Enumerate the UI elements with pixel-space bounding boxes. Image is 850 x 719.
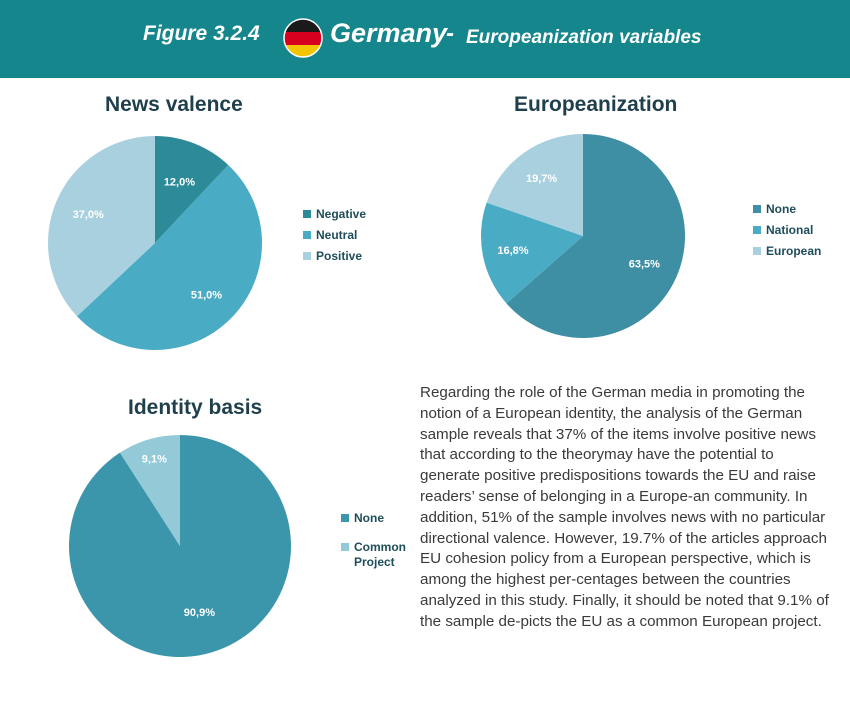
chart-title-identity-basis: Identity basis (128, 396, 263, 419)
data-label-negative: 12,0% (164, 176, 195, 188)
legend-item-negative: Negative (303, 207, 374, 222)
pie-slice-common-project (119, 435, 180, 546)
data-label-european: 19,7% (526, 173, 557, 185)
legend-item-national: National (753, 223, 824, 238)
legend-item-none: None (341, 511, 412, 526)
data-label-none: 90,9% (184, 607, 215, 619)
pie-slice-none (68, 435, 291, 657)
legend-label: Positive (316, 249, 363, 263)
pie-slice-negative (155, 136, 229, 243)
legend-swatch (303, 231, 311, 239)
body-paragraph: Regarding the role of the German media i… (420, 384, 829, 630)
figure-header: Figure 3.2.4 Germany - Europeanization v… (0, 0, 850, 78)
legend-swatch (753, 205, 761, 213)
pie-chart-identity-basis: 90,9% 9,1% (68, 435, 291, 657)
legend-swatch (341, 543, 349, 551)
data-label-neutral: 51,0% (191, 289, 222, 301)
legend-label: Common Project (354, 540, 406, 569)
legend-swatch (303, 210, 311, 218)
legend-label: National (766, 223, 814, 237)
chart-title-europeanization: Europeanization (514, 93, 678, 116)
title-separator: - (446, 20, 454, 47)
legend-label: Negative (316, 207, 367, 221)
figure-label: Figure 3.2.4 (143, 22, 260, 45)
country-title: Germany (330, 18, 448, 48)
pie-chart-europeanization: 63,5% 16,8% 19,7% (481, 134, 685, 338)
germany-flag-icon (283, 18, 323, 58)
legend-swatch (303, 252, 311, 260)
figure-subtitle: Europeanization variables (466, 27, 702, 48)
chart-title-news-valence: News valence (105, 93, 243, 116)
data-label-common-project: 9,1% (142, 454, 167, 466)
legend-swatch (753, 226, 761, 234)
pie-slice-national (481, 202, 583, 304)
legend-item-european: European (753, 244, 824, 259)
pie-slice-none (506, 134, 685, 338)
data-label-positive: 37,0% (73, 209, 104, 221)
legend-item-common-project: Common Project (341, 540, 412, 570)
pie-slice-neutral (77, 165, 263, 351)
pie-chart-news-valence: 12,0% 51,0% 37,0% (48, 136, 263, 351)
data-label-none: 63,5% (629, 259, 660, 271)
legend-identity-basis: None Common Project (341, 511, 412, 576)
legend-item-positive: Positive (303, 249, 374, 264)
legend-label: None (354, 511, 384, 525)
legend-news-valence: Negative Neutral Positive (303, 207, 374, 270)
flag-stripe-red (284, 32, 322, 45)
pie-slice-positive (48, 136, 156, 317)
pie-slice-european (486, 134, 583, 236)
legend-label: European (766, 244, 822, 258)
data-label-national: 16,8% (497, 245, 528, 257)
legend-label: Neutral (316, 228, 358, 242)
legend-item-neutral: Neutral (303, 228, 374, 243)
legend-label: None (766, 202, 796, 216)
legend-swatch (341, 514, 349, 522)
legend-item-none: None (753, 202, 824, 217)
legend-swatch (753, 247, 761, 255)
legend-europeanization: None National European (753, 202, 824, 265)
